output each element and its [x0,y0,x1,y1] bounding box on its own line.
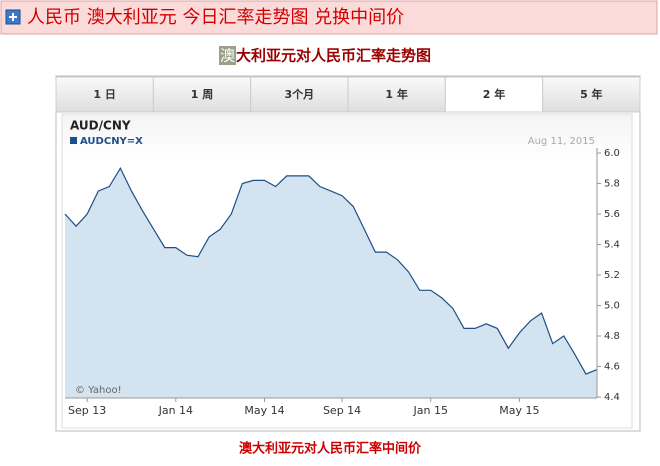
legend-swatch [70,137,77,144]
tab[interactable] [347,76,446,113]
y-tick-label: 5.4 [604,240,620,251]
plus [9,13,17,21]
y-tick-label: 6.0 [604,148,620,159]
x-tick-label: Jan 15 [413,404,448,417]
tab[interactable] [55,76,154,113]
tab-label: 1 年 [385,87,407,101]
tab-label: 3个月 [285,87,315,101]
y-tick-label: 4.4 [604,392,620,403]
tab[interactable] [444,76,544,113]
line [64,166,598,375]
y-tick-label: 4.6 [604,362,620,373]
tab-label: 1 周 [191,88,213,101]
x-tick-label: Sep 14 [323,404,361,417]
tab-label: 2 年 [483,87,505,101]
header-bar [0,0,658,35]
y-tick-label: 5.0 [604,301,620,312]
chart-title: AUD/CNY [70,119,131,133]
subtitle: 大利亚元对人民币汇率走势图 [236,47,431,65]
chart-date: Aug 11, 2015 [528,136,595,147]
y-tick-label: 5.2 [604,270,620,281]
y-tick-label: 5.6 [604,209,620,220]
x-tick-label: Jan 14 [158,404,193,417]
legend-label: AUDCNY=X [80,136,143,147]
tab-label: 1 日 [93,88,115,101]
x-tick-label: Sep 13 [68,404,106,417]
area [65,168,597,398]
credit: © Yahoo! [75,385,122,396]
x-tick-label: May 15 [499,404,539,417]
header-title: 人民币 澳大利亚元 今日汇率走势图 兑换中间价 [27,7,404,28]
tab-label: 5 年 [580,87,602,101]
y-tick-label: 5.8 [604,179,620,190]
footer-text: 澳大利亚元对人民币汇率中间价 [239,441,422,457]
highlight-bg [219,46,236,65]
y-tick-label: 4.8 [604,331,620,342]
subtitle-highlight: 澳 [220,47,235,65]
tab[interactable] [250,76,349,113]
x-tick-label: May 14 [244,404,284,417]
tab[interactable] [542,76,641,113]
